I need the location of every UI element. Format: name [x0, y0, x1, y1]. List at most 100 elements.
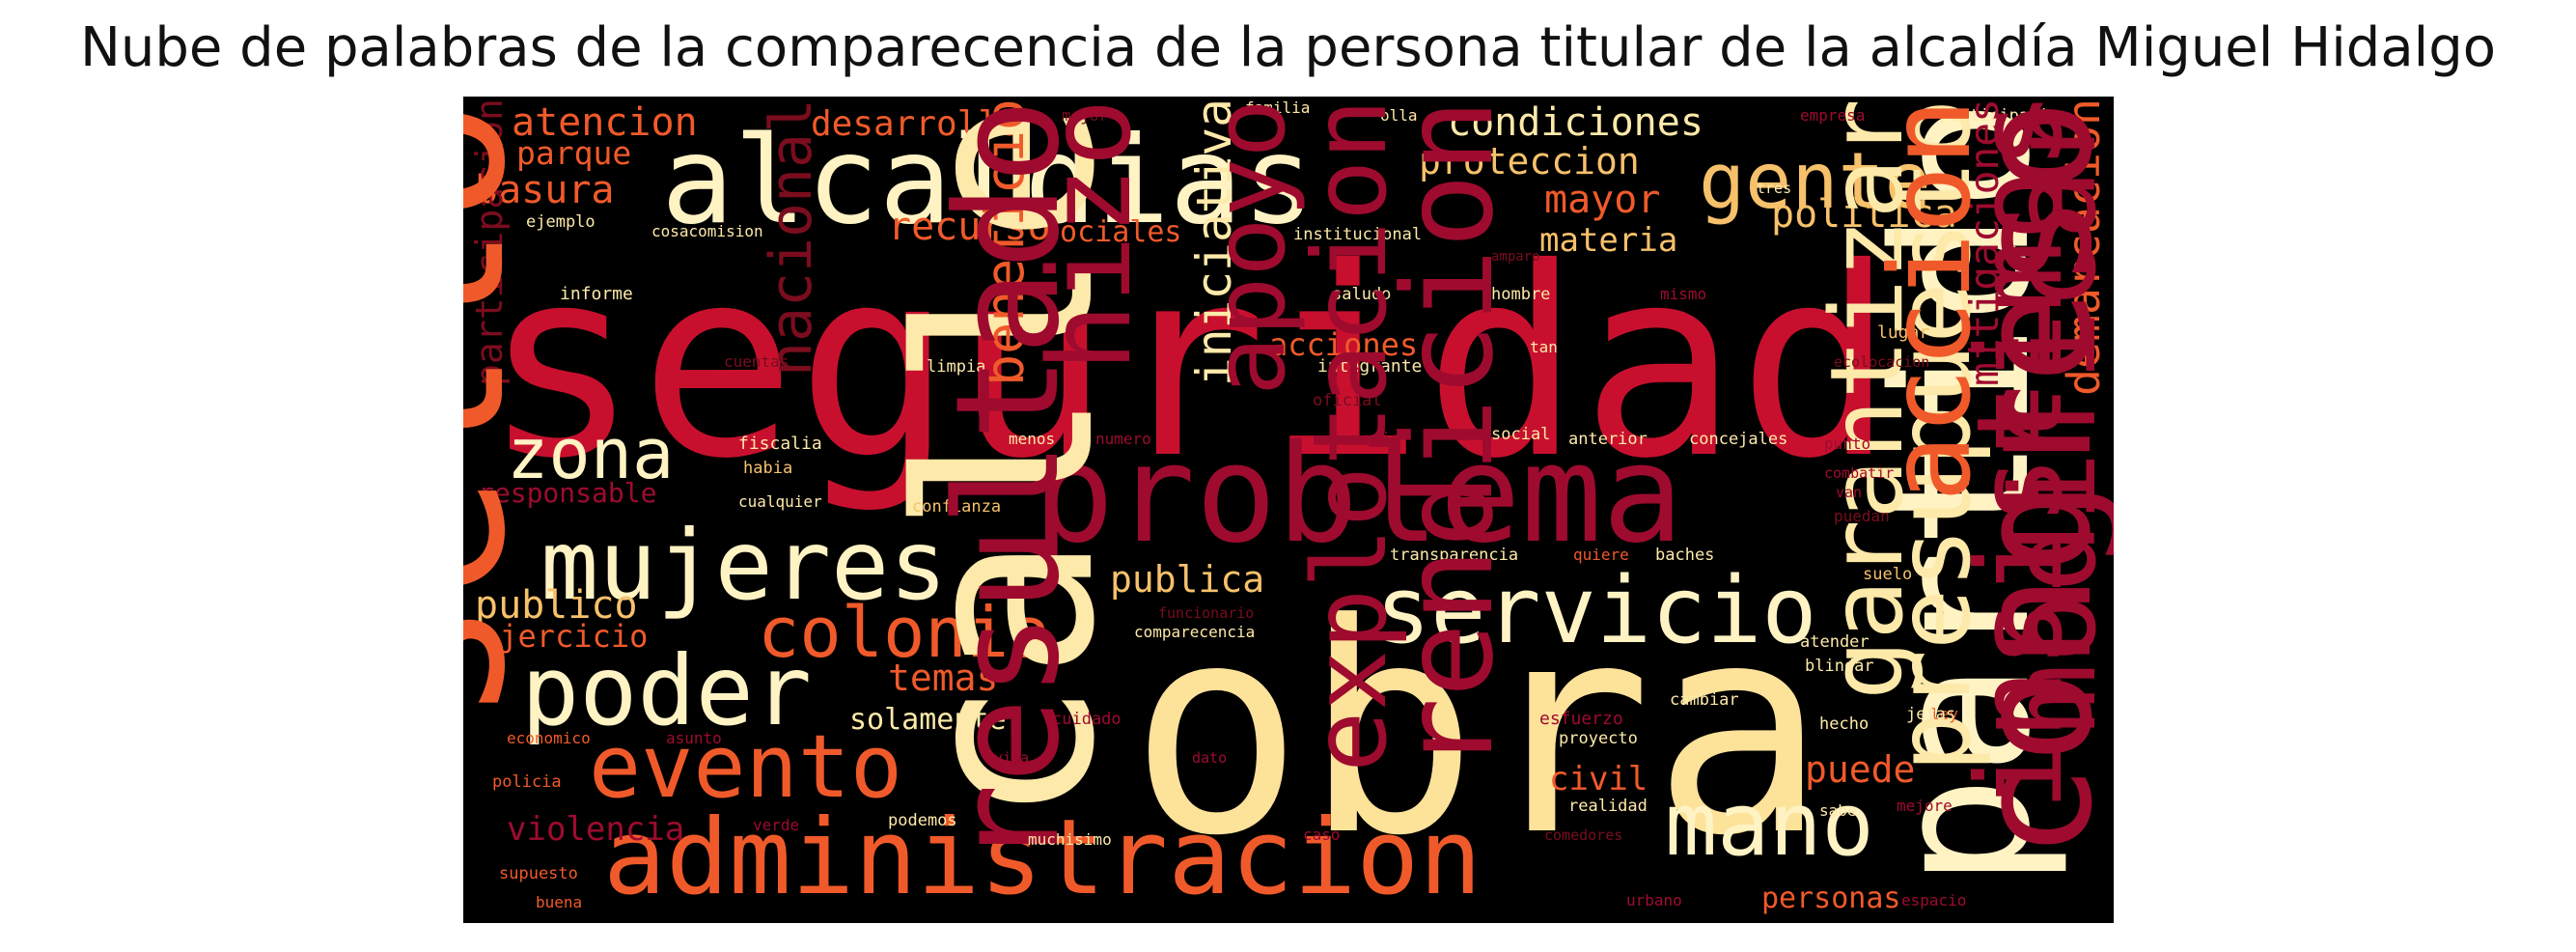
word-condiciones: condiciones: [1448, 100, 1703, 145]
word-problema: problema: [1033, 416, 1683, 574]
word-partido: partido: [1853, 98, 2071, 888]
word-hizo: hizo: [1024, 98, 1156, 372]
word-economico: economico: [507, 729, 591, 747]
word-comedores: comedores: [1544, 826, 1622, 844]
word-sociales: sociales: [1042, 215, 1182, 249]
word-policia: policia: [492, 772, 562, 792]
word-sabe: sabe: [1819, 801, 1857, 820]
word-administracion: administracion: [603, 798, 1482, 918]
word-transparencia: transparencia: [1390, 546, 1518, 565]
word-apoyo: apoyo: [1193, 98, 1308, 396]
word-mejore: mejore: [1897, 797, 1953, 815]
word-evento: evento: [589, 716, 902, 818]
word-cuentas: cuentas: [724, 352, 789, 371]
word-cosacomision: cosacomision: [651, 222, 763, 240]
word-nacional: nacional: [759, 98, 825, 377]
word-publica: publica: [1110, 558, 1264, 601]
word-solamente: solamente: [849, 703, 1007, 737]
word-tres: tres: [1757, 180, 1791, 197]
word-publico: publico: [475, 583, 638, 628]
word-seguridad: seguridad: [483, 211, 1895, 516]
word-amparo: amparo: [1491, 249, 1540, 265]
word-violencia: violencia: [507, 810, 684, 849]
word-mujeres: mujeres: [540, 509, 947, 622]
word-buena: buena: [536, 893, 582, 911]
word-materia: materia: [1539, 221, 1677, 260]
word-fiscalia: fiscalia: [738, 434, 822, 454]
word-mayor: mayor: [1544, 178, 1660, 222]
word-ejercicio: ejercicio: [481, 618, 648, 655]
word-alcaldias: alcaldias: [661, 111, 1315, 251]
word-oficial: oficial: [1313, 391, 1382, 410]
word-menos: menos: [1009, 430, 1055, 448]
word-empresa: empresa: [1800, 106, 1865, 125]
word-habia: habia: [743, 459, 792, 478]
word-combatir: combatir: [1824, 464, 1894, 482]
word-cuidado: cuidado: [1052, 710, 1122, 729]
word-calle: calle: [867, 98, 1148, 826]
word-modificar: modificar: [1985, 98, 2114, 734]
word-comparecencia: comparecencia: [1134, 623, 1255, 641]
word-atender: atender: [1800, 632, 1870, 652]
word-responsable: responsable: [478, 477, 656, 509]
word-institucional: institucional: [1293, 225, 1422, 244]
word-anterior: anterior: [1568, 430, 1648, 449]
word-jefas: jefas: [1906, 705, 1955, 724]
word-resultado: resultado: [925, 98, 1091, 869]
word-congreso: congreso: [1943, 98, 2114, 859]
word-acciones: acciones: [1269, 326, 1418, 363]
word-beneficio: beneficio: [974, 98, 1036, 386]
word-presupuesto: presupuesto: [1874, 98, 1993, 772]
word-gente: gente: [1699, 136, 1931, 226]
word-insistimos: insistimos: [1951, 98, 2089, 811]
word-ejemplo: ejemplo: [526, 212, 596, 232]
word-numero: numero: [1095, 430, 1151, 448]
word-vida: vida: [994, 749, 1029, 767]
word-urbano: urbano: [1626, 891, 1682, 910]
word-hombre: hombre: [1491, 285, 1550, 304]
word-familia: familia: [1245, 98, 1310, 117]
word-caso: caso: [1303, 826, 1341, 844]
word-blindar: blindar: [1805, 657, 1874, 676]
word-personas: personas: [1761, 882, 1901, 915]
word-asunto: asunto: [666, 729, 722, 747]
word-participativo: participativo: [1940, 106, 2068, 126]
word-mejor: mejor: [1062, 106, 1109, 125]
word-supuesto: supuesto: [499, 864, 578, 883]
word-explotacion: explotacion: [1290, 98, 1409, 772]
word-accion: accion: [1867, 98, 1996, 502]
word-proteccion: proteccion: [1419, 140, 1640, 182]
word-olla: olla: [1380, 106, 1418, 125]
word-puedan: puedan: [1834, 507, 1890, 525]
word-cambiar: cambiar: [1670, 690, 1739, 710]
word-basura: basura: [475, 168, 615, 212]
word-lugar: lugar: [1877, 322, 1929, 343]
word-recurso: recurso: [888, 205, 1051, 249]
word-verde: verde: [753, 816, 799, 834]
word-integrante: integrante: [1317, 356, 1422, 377]
word-desarrollo: desarrollo: [811, 104, 1020, 144]
word-mismo: mismo: [1660, 285, 1706, 303]
figure-title: Nube de palabras de la comparecencia de …: [79, 16, 2497, 79]
word-funcionario: funcionario: [1158, 604, 1254, 622]
word-iniciativa: iniciativa: [1186, 98, 1242, 386]
word-concejales: concejales: [1689, 430, 1787, 449]
word-sello: sello: [463, 98, 551, 724]
word-suelo: suelo: [1863, 565, 1912, 584]
word-medio: medio: [1351, 430, 1400, 449]
word-participacion: participacion: [468, 98, 511, 386]
word-hecho: hecho: [1819, 714, 1869, 734]
word-quiere: quiere: [1573, 546, 1629, 564]
word-parque: parque: [516, 134, 631, 172]
word-limpia: limpia: [927, 357, 985, 377]
word-esfuerzo: esfuerzo: [1539, 709, 1623, 729]
word-espacio: espacio: [1901, 891, 1966, 910]
word-civil: civil: [1549, 760, 1648, 798]
word-obra: obra: [1129, 562, 1826, 899]
word-dato: dato: [1192, 749, 1227, 767]
word-mitigaciones: mitigaciones: [1961, 98, 2008, 386]
word-cloud: seguridad obra problema alcaldias administra…: [463, 97, 2114, 923]
word-tan: tan: [1530, 338, 1558, 356]
word-cualquier: cualquier: [738, 492, 822, 511]
